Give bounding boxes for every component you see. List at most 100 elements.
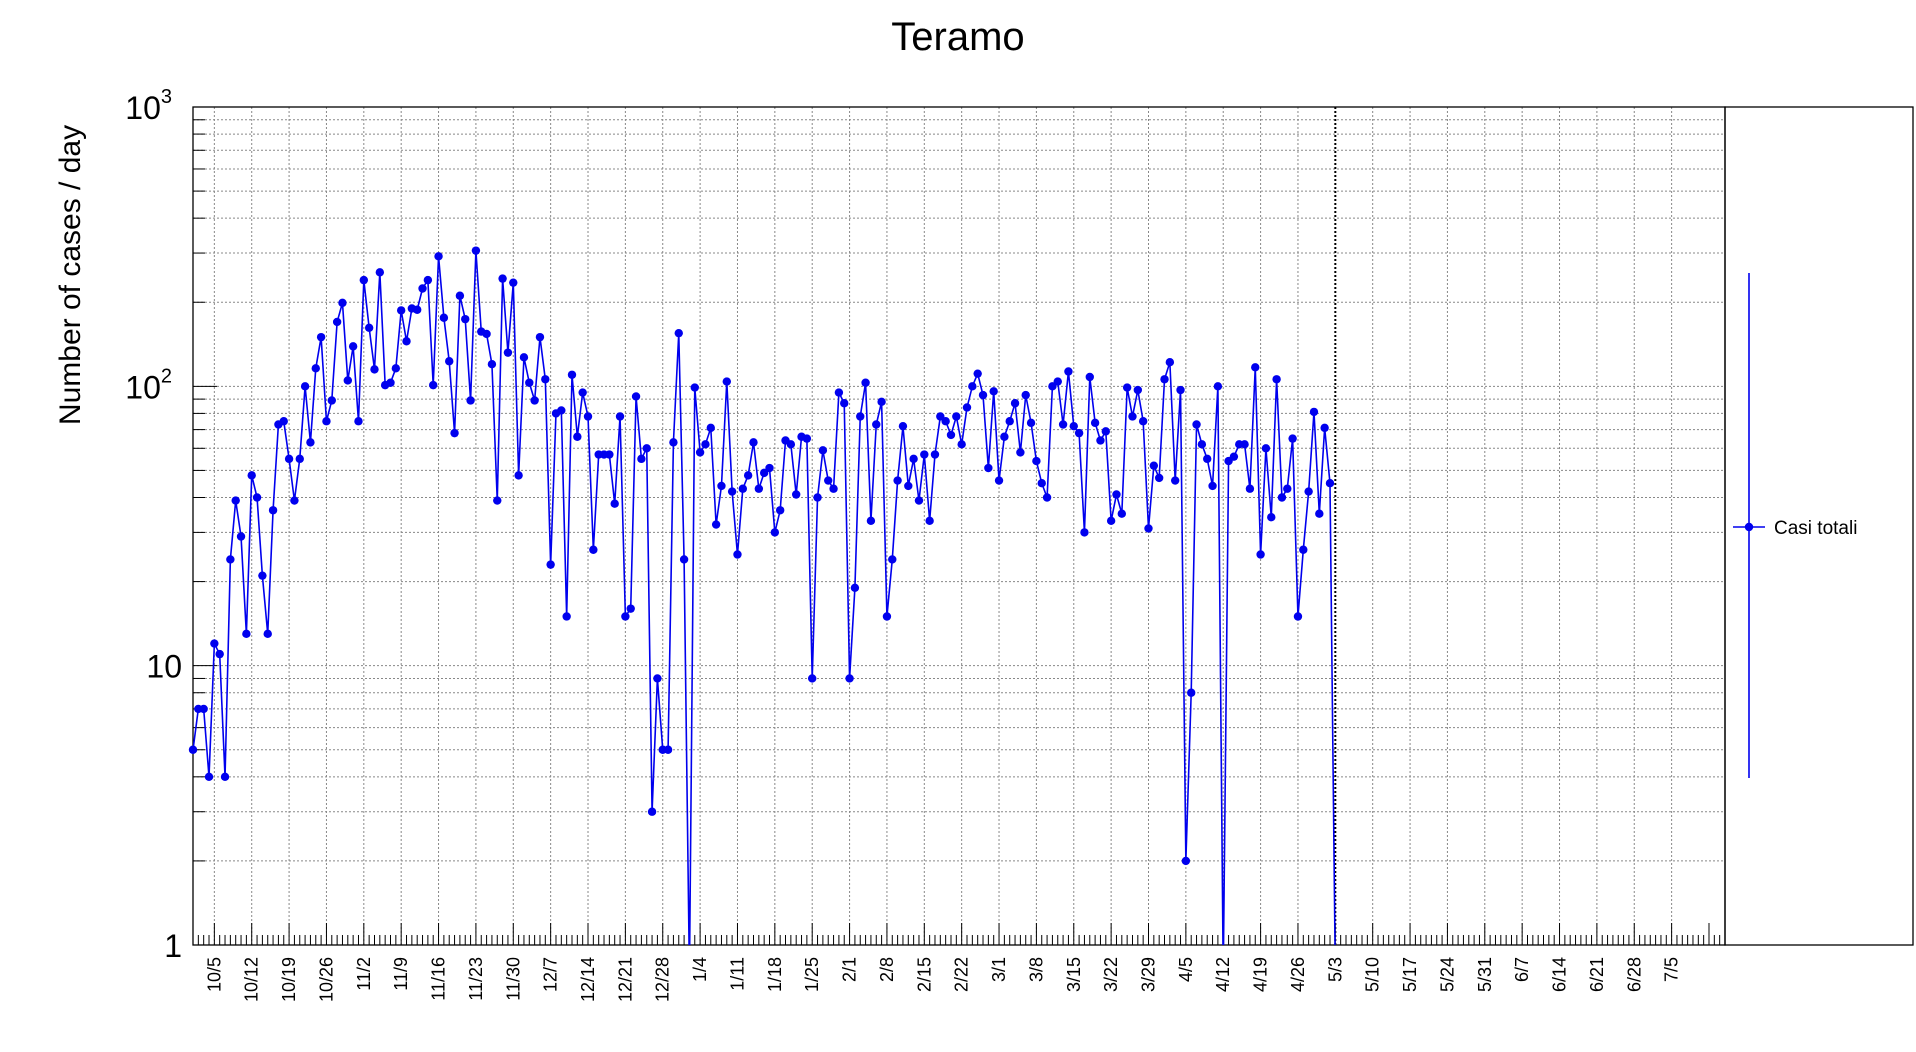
data-point bbox=[1315, 509, 1324, 518]
data-point bbox=[1149, 461, 1159, 470]
data-point bbox=[706, 423, 715, 433]
data-point bbox=[1005, 417, 1014, 426]
data-point bbox=[1042, 493, 1052, 502]
data-point bbox=[525, 378, 534, 387]
x-tick-label: 3/22 bbox=[1101, 957, 1121, 992]
data-point bbox=[1288, 434, 1297, 443]
x-tick-label: 1/11 bbox=[727, 957, 747, 991]
x-tick-label: 12/28 bbox=[653, 957, 673, 1002]
data-point bbox=[952, 412, 961, 421]
data-point bbox=[514, 471, 523, 480]
x-tick-label: 6/14 bbox=[1550, 957, 1570, 992]
data-point bbox=[199, 704, 208, 714]
data-point bbox=[994, 476, 1004, 485]
data-point bbox=[978, 390, 988, 400]
data-point bbox=[631, 392, 641, 401]
data-point bbox=[1187, 688, 1196, 697]
data-point bbox=[541, 375, 550, 384]
data-point bbox=[295, 454, 304, 464]
data-point bbox=[743, 471, 753, 480]
data-point bbox=[759, 468, 769, 478]
data-point bbox=[856, 412, 865, 421]
data-point bbox=[546, 560, 555, 569]
data-point bbox=[738, 484, 748, 493]
x-tick-label: 3/15 bbox=[1064, 957, 1084, 992]
data-point bbox=[770, 528, 780, 537]
data-point bbox=[610, 499, 619, 508]
data-point bbox=[220, 772, 230, 782]
data-point bbox=[920, 450, 929, 459]
data-point bbox=[573, 432, 582, 441]
data-point bbox=[1304, 487, 1313, 496]
data-point bbox=[1229, 452, 1239, 461]
x-tick-label: 4/12 bbox=[1213, 957, 1233, 992]
data-point bbox=[332, 317, 342, 327]
data-point bbox=[1261, 444, 1271, 453]
x-tick-label: 2/8 bbox=[877, 957, 897, 982]
data-point bbox=[386, 378, 395, 387]
data-point bbox=[1144, 524, 1153, 533]
data-point bbox=[775, 506, 785, 515]
data-point bbox=[1053, 377, 1062, 386]
x-tick-label: 12/21 bbox=[615, 957, 635, 1002]
data-point bbox=[364, 323, 374, 333]
x-tick-label: 6/28 bbox=[1624, 957, 1644, 992]
data-point bbox=[247, 471, 256, 480]
data-point bbox=[1320, 423, 1329, 433]
x-tick-label: 11/2 bbox=[354, 957, 374, 991]
x-tick-label: 11/9 bbox=[391, 957, 411, 991]
data-point bbox=[1096, 436, 1105, 445]
x-tick-label: 1/18 bbox=[765, 957, 785, 992]
data-point bbox=[487, 360, 497, 369]
data-point bbox=[445, 357, 454, 366]
data-point bbox=[429, 380, 438, 390]
data-point bbox=[605, 450, 614, 459]
data-point bbox=[498, 274, 507, 283]
data-point bbox=[567, 370, 577, 379]
data-point bbox=[423, 275, 433, 285]
data-point bbox=[749, 438, 758, 447]
data-point bbox=[808, 674, 817, 683]
data-point bbox=[530, 396, 539, 405]
data-point bbox=[1032, 456, 1041, 466]
data-point bbox=[1090, 418, 1100, 428]
x-tick-label: 2/22 bbox=[952, 957, 972, 992]
data-point bbox=[1085, 372, 1094, 382]
data-point bbox=[1240, 440, 1249, 449]
data-point bbox=[583, 412, 593, 421]
data-point bbox=[802, 434, 812, 443]
data-point bbox=[418, 284, 427, 293]
data-point bbox=[679, 555, 689, 564]
data-point bbox=[695, 448, 705, 457]
data-point bbox=[914, 496, 924, 505]
data-point bbox=[439, 313, 449, 322]
data-point bbox=[717, 481, 726, 491]
data-point bbox=[263, 629, 272, 639]
x-tick-label: 4/26 bbox=[1288, 957, 1308, 992]
plot-frame bbox=[192, 106, 1914, 946]
data-point bbox=[1138, 417, 1148, 426]
data-point bbox=[1267, 513, 1276, 522]
data-point bbox=[455, 291, 465, 300]
data-point bbox=[653, 674, 662, 683]
x-tick-label: 5/10 bbox=[1363, 957, 1383, 992]
data-point bbox=[210, 639, 219, 648]
data-point bbox=[1122, 383, 1132, 392]
data-point bbox=[1016, 448, 1025, 457]
data-point bbox=[1299, 545, 1308, 554]
data-point bbox=[888, 555, 897, 564]
data-point bbox=[354, 417, 363, 426]
data-point bbox=[290, 496, 299, 505]
data-point bbox=[818, 446, 828, 455]
data-point bbox=[1272, 375, 1281, 384]
data-point bbox=[1251, 363, 1260, 372]
data-point bbox=[562, 612, 571, 621]
data-point bbox=[866, 516, 876, 526]
data-point bbox=[872, 420, 881, 429]
x-tick-label: 11/23 bbox=[466, 957, 486, 1001]
data-point bbox=[1112, 490, 1121, 499]
data-point bbox=[674, 328, 683, 338]
data-point bbox=[461, 314, 470, 324]
x-tick-label: 3/1 bbox=[989, 957, 1009, 982]
